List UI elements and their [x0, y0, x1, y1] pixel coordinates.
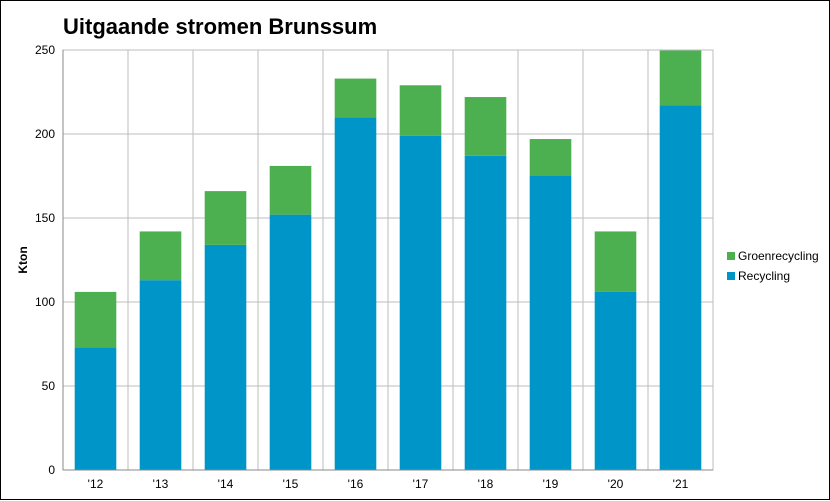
- x-tick-label: '17: [413, 477, 429, 491]
- legend-label-recycling: Recycling: [738, 269, 790, 283]
- x-tick-label: '12: [88, 477, 104, 491]
- x-tick-label: '14: [218, 477, 234, 491]
- bar-recycling-2: [204, 244, 247, 470]
- y-tick-label: 100: [35, 295, 55, 309]
- bar-recycling-6: [464, 155, 507, 470]
- bar-recycling-9: [659, 105, 702, 470]
- bar-recycling-3: [269, 214, 312, 470]
- x-tick-label: '18: [478, 477, 494, 491]
- x-tick-label: '21: [673, 477, 689, 491]
- bar-groenrecycling-6: [464, 97, 507, 156]
- bar-groenrecycling-5: [399, 85, 442, 136]
- axes: [62, 49, 714, 471]
- x-tick-label: '16: [348, 477, 364, 491]
- bar-recycling-0: [74, 347, 117, 470]
- bar-groenrecycling-9: [659, 50, 702, 106]
- bar-groenrecycling-7: [529, 139, 572, 176]
- y-tick-label: 200: [35, 127, 55, 141]
- x-tick-label: '20: [608, 477, 624, 491]
- y-tick-labels: 0 50 100 150 200 250: [35, 43, 55, 477]
- bar-recycling-4: [334, 117, 377, 470]
- bar-recycling-1: [139, 280, 182, 470]
- bar-recycling-8: [594, 291, 637, 470]
- y-tick-label: 250: [35, 43, 55, 57]
- bar-groenrecycling-3: [269, 165, 312, 215]
- legend-label-groenrecycling: Groenrecycling: [738, 249, 819, 263]
- bar-groenrecycling-2: [204, 191, 247, 245]
- x-tick-label: '13: [153, 477, 169, 491]
- y-tick-label: 0: [48, 463, 55, 477]
- x-tick-labels: '12 '13 '14 '15 '16 '17 '18 '19 '20 '21: [88, 477, 689, 491]
- x-tick-label: '15: [283, 477, 299, 491]
- y-tick-label: 50: [42, 379, 56, 393]
- bars: [74, 50, 702, 470]
- x-tick-label: '19: [543, 477, 559, 491]
- bar-recycling-7: [529, 176, 572, 470]
- y-axis-label: Kton: [16, 246, 30, 273]
- bar-groenrecycling-8: [594, 231, 637, 292]
- y-tick-label: 150: [35, 211, 55, 225]
- chart-title: Uitgaande stromen Brunssum: [63, 14, 377, 39]
- bar-groenrecycling-4: [334, 78, 377, 118]
- bar-recycling-5: [399, 135, 442, 470]
- legend-swatch-recycling: [727, 272, 735, 280]
- legend-swatch-groenrecycling: [727, 252, 735, 260]
- legend: Groenrecycling Recycling: [727, 249, 819, 283]
- bar-groenrecycling-1: [139, 231, 182, 281]
- bar-groenrecycling-0: [74, 291, 117, 348]
